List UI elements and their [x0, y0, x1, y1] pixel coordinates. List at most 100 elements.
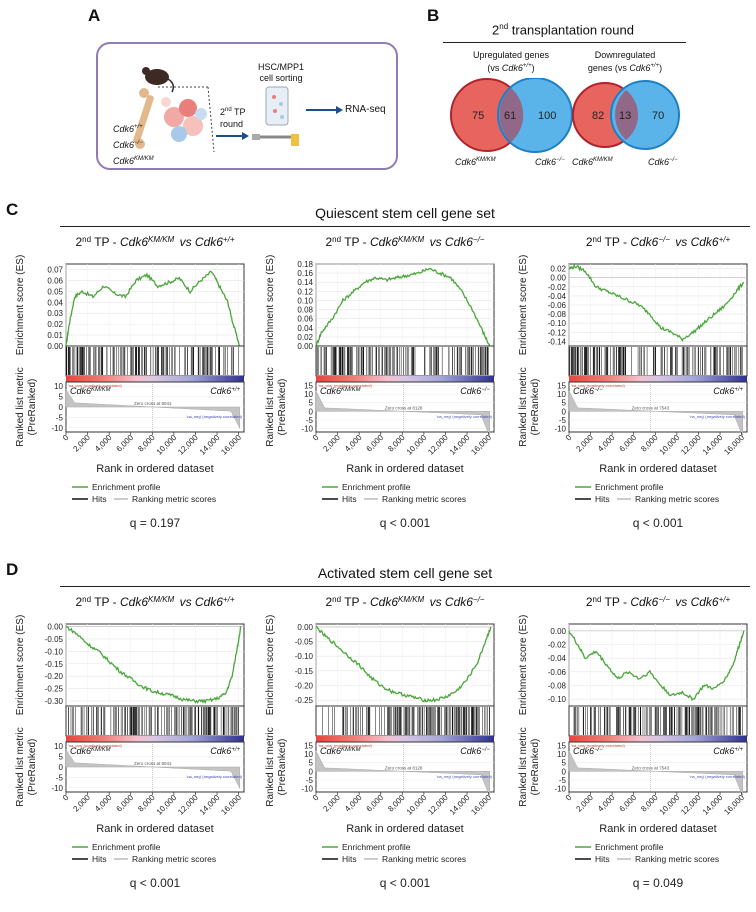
genotype-wt: Cdk6+/+: [113, 124, 143, 134]
x-tick: 2,000: [574, 433, 595, 454]
right-genotype-label: Cdk6+/+: [713, 746, 743, 756]
es-frame: [315, 623, 495, 707]
metric-y-label: Ranked list metric: [15, 367, 26, 446]
metric-y-tick: 5: [59, 753, 64, 762]
metric-y-tick: 10: [54, 382, 63, 391]
es-y-tick: 0.03: [47, 309, 63, 318]
es-y-tick: 0.00: [550, 274, 566, 283]
metric-y-tick: 10: [557, 390, 566, 399]
x-tick: 12,000: [426, 793, 450, 817]
x-tick: 0: [311, 793, 321, 803]
q-value: q < 0.001: [130, 876, 181, 890]
metric-y-tick: -10: [51, 784, 63, 793]
rank-heat-strip: [66, 376, 244, 382]
es-y-tick: -0.04: [548, 292, 567, 301]
metric-y-tick: 15: [304, 381, 313, 390]
x-tick: 10,000: [405, 433, 429, 457]
es-y-tick: 0.04: [47, 298, 63, 307]
es-y-tick: -0.10: [45, 647, 64, 656]
x-tick: 4,000: [93, 433, 114, 454]
es-y-tick: -0.08: [548, 682, 567, 691]
legend-hits: Hits: [92, 494, 107, 504]
x-axis-label: Rank in ordered dataset: [96, 463, 213, 475]
metric-y-label-2: (PreRanked): [530, 379, 541, 436]
es-curve: [568, 263, 745, 343]
es-y-tick: 0.18: [297, 260, 313, 269]
round-label: 2nd TP round: [220, 107, 246, 129]
es-y-label: Enrichment score (ES): [265, 255, 276, 356]
metric-y-label: Ranked list metric: [518, 367, 529, 446]
es-y-tick: -0.20: [45, 672, 64, 681]
x-tick: 14,000: [198, 793, 222, 817]
x-tick: 6,000: [115, 433, 136, 454]
panel-d-title: Activated stem cell gene set: [317, 565, 493, 581]
es-curve: [568, 630, 745, 702]
es-y-tick: -0.30: [45, 697, 64, 706]
venn-diagrams: 75 61 100 82 13 70: [450, 78, 680, 153]
venn-up-title: Upregulated genes (vs Cdk6+/+): [472, 50, 550, 73]
na-pos-label: 'na_pos' (positively correlated): [68, 743, 122, 748]
venn-up-left-count: 75: [472, 110, 484, 122]
legend-ranking-metric: Ranking metric scores: [132, 494, 216, 504]
es-y-tick: -0.14: [548, 337, 567, 346]
es-y-tick: -0.25: [295, 696, 314, 705]
x-tick: 4,000: [343, 433, 364, 454]
right-genotype-label: Cdk6+/+: [210, 386, 240, 396]
es-y-label: Enrichment score (ES): [15, 615, 26, 716]
venn-up-km-label: Cdk6KM/KM: [455, 157, 496, 167]
es-y-tick: 0.02: [47, 320, 63, 329]
venn-up-right-count: 100: [538, 110, 556, 122]
es-y-tick: 0.00: [297, 342, 313, 351]
venn-down-overlap-count: 13: [619, 110, 631, 122]
legend-hits: Hits: [595, 494, 610, 504]
na-neg-label: 'na_neg' (negatively correlated): [186, 414, 242, 419]
genotype-list: Cdk6+/+ Cdk6−/− Cdk6KM/KM: [113, 120, 154, 168]
legend-hits: Hits: [342, 854, 357, 864]
na-neg-label: 'na_neg' (negatively correlated): [436, 774, 492, 779]
left-genotype-label: Cdk6KM/KM: [320, 746, 361, 756]
plot-title: 2nd TP - Cdk6KM/KM vs Cdk6+/+: [75, 595, 234, 610]
gsea-plot-c-3: 2nd TP - Cdk6−/− vs Cdk6+/+ 0.020.00-0.02…: [518, 235, 748, 530]
metric-y-tick: -5: [56, 413, 64, 422]
plot-title: 2nd TP - Cdk6KM/KM vs Cdk6+/+: [75, 235, 234, 250]
venn-down-ko-label: Cdk6−/−: [648, 157, 678, 167]
es-y-tick: -0.12: [548, 328, 567, 337]
x-tick: 10,000: [405, 793, 429, 817]
es-y-tick: 0.02: [297, 333, 313, 342]
panel-c-letter: C: [6, 200, 19, 219]
metric-y-tick: -5: [306, 776, 314, 785]
es-y-tick: -0.20: [295, 682, 314, 691]
q-value: q < 0.001: [633, 516, 684, 530]
left-genotype-label: Cdk6KM/KM: [70, 386, 111, 396]
hits-frame: [65, 345, 245, 377]
metric-frame: [568, 741, 748, 793]
hits-lines: [66, 347, 240, 375]
metric-y-tick: 5: [309, 759, 314, 768]
x-tick: 14,000: [448, 433, 472, 457]
hits-lines: [68, 707, 239, 735]
na-neg-label: 'na_neg' (negatively correlated): [186, 774, 242, 779]
venn-down-overlap: [615, 90, 639, 140]
es-curve: [315, 267, 491, 347]
zero-cross-label: Zero cross at 8041: [134, 401, 172, 406]
venn-up-overlap-count: 61: [504, 110, 516, 122]
es-y-tick: 0.00: [550, 627, 566, 636]
es-curve: [65, 270, 241, 347]
q-value: q < 0.001: [380, 516, 431, 530]
x-tick: 14,000: [448, 793, 472, 817]
mouse-icon: [142, 67, 175, 93]
ranking-metric-area: [315, 750, 490, 797]
hits-lines: [316, 347, 489, 375]
es-y-tick: 0.05: [47, 287, 63, 296]
x-tick: 0: [564, 433, 574, 443]
es-y-tick: -0.05: [45, 635, 64, 644]
metric-y-tick: 0: [309, 407, 314, 416]
es-y-tick: 0.07: [47, 265, 63, 274]
na-neg-label: 'na_neg' (negatively correlated): [689, 774, 745, 779]
gsea-plot-c-2: 2nd TP - Cdk6KM/KM vs Cdk6−/−0.180.160.1…: [265, 235, 495, 530]
rank-heat-strip: [66, 736, 244, 742]
cell-cluster-icon: [161, 97, 207, 142]
sorting-label: HSC/MPP1 cell sorting: [257, 62, 304, 83]
right-genotype-label: Cdk6+/+: [210, 746, 240, 756]
legend-enrichment-profile: Enrichment profile: [595, 842, 664, 852]
